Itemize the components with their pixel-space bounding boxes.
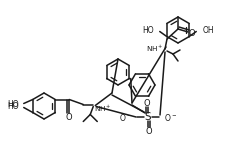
Text: HO: HO <box>142 26 154 35</box>
Text: NH$^+$: NH$^+$ <box>146 44 163 54</box>
Text: O: O <box>144 99 150 108</box>
Text: O: O <box>66 113 72 122</box>
Text: O: O <box>189 29 195 38</box>
Text: HO: HO <box>7 102 19 111</box>
Text: NH$^+$: NH$^+$ <box>94 104 112 114</box>
Text: O$^-$: O$^-$ <box>164 112 177 123</box>
Text: HO: HO <box>7 100 19 109</box>
Text: O: O <box>146 126 152 135</box>
Text: S: S <box>145 112 151 122</box>
Text: O$^-$: O$^-$ <box>119 112 132 123</box>
Text: OH: OH <box>202 26 214 35</box>
